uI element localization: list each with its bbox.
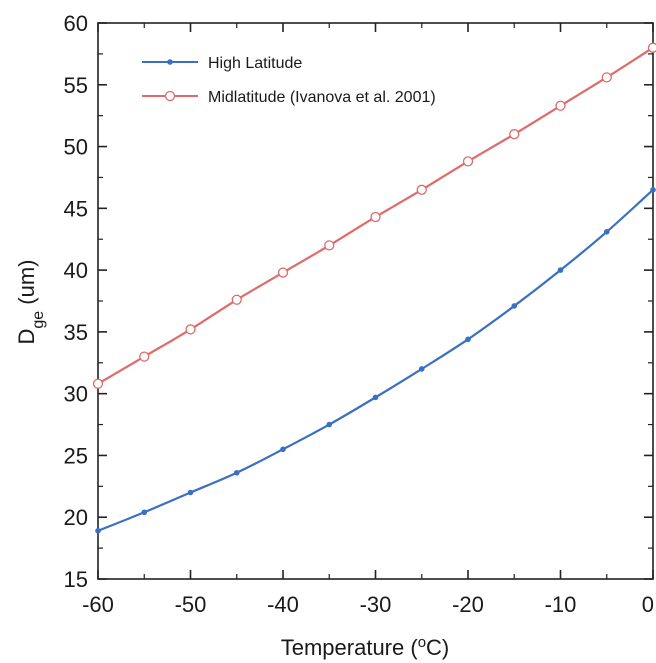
series-midlatitude xyxy=(92,42,656,389)
data-point xyxy=(233,469,240,476)
data-point xyxy=(416,184,427,195)
y-tick-label: 20 xyxy=(64,505,88,530)
data-point xyxy=(462,156,474,167)
y-tick-label: 55 xyxy=(64,73,88,98)
data-point xyxy=(141,509,148,516)
x-tick-label: -40 xyxy=(267,592,299,617)
x-axis-title: Temperature (oC) xyxy=(281,634,450,661)
data-point xyxy=(603,229,610,235)
y-tick-label: 60 xyxy=(64,11,88,36)
legend: High Latitude Midlatitude (Ivanova et al.… xyxy=(142,55,436,106)
data-point xyxy=(92,378,104,389)
x-tick-label: -30 xyxy=(360,592,392,617)
data-point xyxy=(418,366,425,372)
x-tick-label: -50 xyxy=(175,592,207,617)
data-point xyxy=(509,129,520,140)
y-tick-label: 25 xyxy=(64,443,88,468)
data-point xyxy=(372,394,379,401)
legend-label: High Latitude xyxy=(208,55,302,72)
y-tick-label: 45 xyxy=(64,196,88,221)
data-point xyxy=(647,42,656,53)
legend-label: Midlatitude (Ivanova et al. 2001) xyxy=(208,89,436,106)
data-point xyxy=(511,303,518,309)
y-tick-label: 35 xyxy=(64,320,88,345)
legend-swatch-marker xyxy=(167,59,173,65)
data-point xyxy=(324,240,335,251)
y-tick-label: 30 xyxy=(64,382,88,407)
data-point xyxy=(231,294,242,305)
data-point xyxy=(280,446,286,453)
x-axis: -60 -50 -40 -30 -20 -10 0 xyxy=(82,23,654,617)
y-axis: 15 20 25 30 35 40 45 50 55 60 xyxy=(64,11,653,592)
series-high-latitude xyxy=(95,187,656,534)
series-layer xyxy=(92,42,656,534)
x-tick-label: -20 xyxy=(452,592,484,617)
y-axis-title: Dge (um) xyxy=(14,259,47,344)
data-point xyxy=(555,100,566,111)
data-point xyxy=(465,336,471,343)
data-point xyxy=(139,351,150,362)
legend-item: Midlatitude (Ivanova et al. 2001) xyxy=(142,89,436,106)
y-tick-label: 50 xyxy=(64,135,88,160)
legend-swatch-marker xyxy=(164,90,176,102)
data-point xyxy=(187,489,194,496)
data-point xyxy=(601,72,612,83)
legend-item: High Latitude xyxy=(142,55,302,72)
x-tick-label: 0 xyxy=(642,592,654,617)
data-point xyxy=(277,267,289,278)
data-point xyxy=(557,267,564,273)
x-tick-label: -10 xyxy=(545,592,577,617)
series-line xyxy=(97,188,654,532)
data-point xyxy=(650,187,656,193)
data-point xyxy=(370,211,381,223)
data-point xyxy=(326,421,333,428)
data-point xyxy=(185,324,196,335)
data-point xyxy=(95,528,101,534)
y-tick-label: 15 xyxy=(64,567,88,592)
y-tick-label: 40 xyxy=(64,258,88,283)
x-tick-label: -60 xyxy=(82,592,114,617)
